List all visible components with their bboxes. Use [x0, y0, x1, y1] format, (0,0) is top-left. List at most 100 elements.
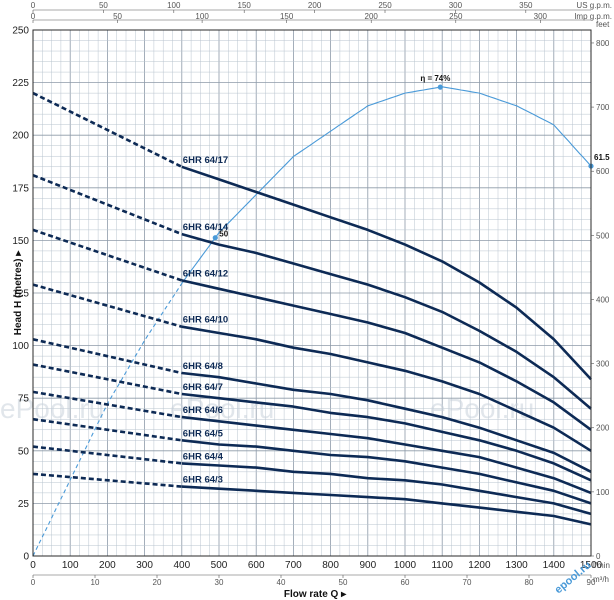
grid	[32, 29, 592, 557]
series-line	[181, 371, 592, 473]
y-tick-label: 200	[12, 131, 29, 142]
feet-tick-label: 500	[596, 231, 610, 240]
y-tick-label: 100	[12, 341, 29, 352]
series-label: 6HR 64/5	[183, 428, 224, 439]
series-line-dashed	[32, 390, 183, 419]
series-group	[32, 417, 592, 505]
series-line	[181, 165, 592, 381]
m3h-tick-label: 90	[587, 578, 596, 587]
impgpm-unit-label: Imp g.p.m.	[574, 12, 612, 21]
series-line	[181, 232, 592, 410]
series-line-dashed	[32, 472, 182, 488]
y-axis-title: Head H (metres) ▸	[13, 250, 24, 335]
usgpm-tick-label: 0	[31, 1, 36, 10]
x-tick-label: 1200	[468, 560, 491, 571]
usgpm-unit-label: US g.p.m.	[576, 1, 612, 10]
m3h-tick-label: 80	[525, 578, 534, 587]
curve-labels: 6HR 64/17 6HR 64/14 6HR 64/12 6HR 64/10 6HR …	[183, 155, 229, 486]
feet-tick-label: 700	[596, 103, 610, 112]
y-tick-label: 75	[18, 394, 30, 405]
series-line-dashed	[32, 417, 182, 442]
series-line	[181, 485, 592, 526]
y-tick-label: 250	[12, 26, 29, 37]
usgpm-tick-label: 300	[449, 1, 463, 10]
m3h-tick-label: 20	[153, 578, 162, 587]
x-tick-label: 600	[248, 560, 265, 571]
series-line-dashed	[32, 283, 183, 328]
impgpm-tick-label: 200	[365, 12, 379, 21]
series-label: 6HR 64/17	[183, 155, 228, 166]
y-tick-label: 150	[12, 236, 29, 247]
x-tick-label: 1500	[580, 560, 603, 571]
impgpm-tick-label: 0	[31, 12, 36, 21]
series-label: 6HR 64/4	[183, 451, 224, 462]
y-tick-label: 50	[18, 446, 30, 457]
series-label: 6HR 64/6	[183, 405, 223, 416]
x-tick-label: 0	[30, 560, 36, 571]
efficiency-line	[181, 86, 592, 284]
efficiency-point	[212, 235, 218, 241]
series-line	[181, 439, 592, 505]
series-line	[181, 462, 592, 516]
x-tick-label: 800	[322, 560, 339, 571]
x-tick-label: 900	[359, 560, 376, 571]
x-tick-label: 500	[211, 560, 228, 571]
usgpm-tick-label: 100	[167, 1, 181, 10]
x-unit-label: l/min	[593, 561, 610, 570]
feet-tick-label: 600	[596, 167, 610, 176]
feet-tick-label: 100	[596, 488, 610, 497]
y-tick-label: 175	[12, 183, 29, 194]
x-tick-label: 1000	[394, 560, 417, 571]
impgpm-tick-label: 100	[195, 12, 209, 21]
efficiency-label: 50	[219, 230, 228, 239]
usgpm-tick-label: 350	[519, 1, 533, 10]
series-group	[32, 338, 592, 473]
impgpm-tick-label: 250	[449, 12, 463, 21]
x-tick-label: 700	[285, 560, 302, 571]
x-tick-label: 1100	[431, 560, 453, 571]
x-tick-label: 1300	[505, 560, 528, 571]
series-line-dashed	[32, 338, 183, 375]
series-label: 6HR 64/14	[183, 222, 229, 233]
m3h-tick-label: 50	[339, 578, 348, 587]
axes: 0 100 200 300 400 500 600 700 800 900 1000 1100 1200…	[12, 1, 612, 600]
impgpm-tick-label: 300	[534, 12, 548, 21]
series-line	[181, 279, 592, 431]
m3h-tick-label: 30	[215, 578, 224, 587]
impgpm-tick-label: 50	[113, 12, 122, 21]
m3h-tick-label: 10	[91, 578, 100, 587]
efficiency-point	[437, 84, 443, 90]
efficiency-label: 61.5	[594, 153, 610, 162]
x-tick-label: 400	[173, 560, 190, 571]
usgpm-tick-label: 50	[99, 1, 108, 10]
x-tick-label: 1400	[543, 560, 566, 571]
series-label: 6HR 64/12	[183, 268, 228, 279]
series-line-dashed	[32, 91, 183, 168]
series-line	[181, 325, 592, 452]
series-group	[32, 91, 592, 381]
feet-tick-label: 400	[596, 295, 610, 304]
usgpm-tick-label: 150	[238, 1, 252, 10]
series-group	[32, 472, 592, 526]
series-label: 6HR 64/7	[183, 382, 223, 393]
x-tick-label: 300	[136, 560, 153, 571]
feet-tick-label: 300	[596, 360, 610, 369]
feet-tick-label: 0	[596, 552, 601, 561]
series-label: 6HR 64/8	[183, 361, 223, 372]
series-group	[32, 173, 592, 410]
series-line-dashed	[32, 173, 183, 236]
efficiency-label: η = 74%	[420, 74, 450, 83]
usgpm-tick-label: 250	[378, 1, 392, 10]
x-tick-label: 200	[99, 560, 116, 571]
feet-tick-label: 800	[596, 39, 610, 48]
series-group	[32, 363, 592, 482]
m3h-tick-label: 0	[31, 578, 36, 587]
series-line	[181, 415, 592, 495]
feet-unit-label: feet	[596, 20, 610, 29]
y-tick-label: 225	[12, 78, 29, 89]
impgpm-tick-label: 150	[280, 12, 294, 21]
series-group	[32, 228, 592, 431]
y-tick-label: 125	[12, 289, 29, 300]
plot-frame	[32, 29, 592, 557]
